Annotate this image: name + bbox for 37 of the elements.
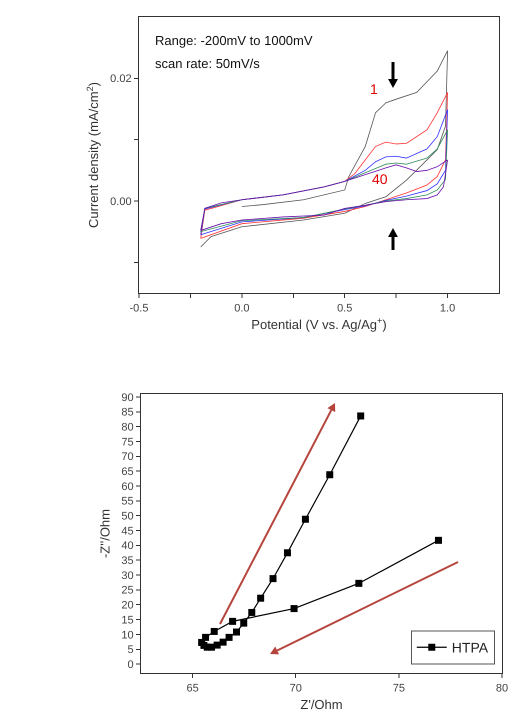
y-tick-label: 10 (121, 629, 134, 642)
y-tick-label: 15 (121, 614, 134, 626)
y-tick-label: 20 (121, 600, 134, 612)
y-tick-label: 65 (121, 466, 134, 478)
x-axis-title: Potential (V vs. Ag/Ag$^{+}$) (251, 315, 387, 332)
y-tick-label: 60 (121, 480, 134, 493)
x-axis-title: Z'/Ohm (300, 696, 343, 712)
y-tick-label: 85 (121, 406, 134, 419)
annotation: scan rate: 50mV/s (155, 56, 260, 71)
y-tick-label: 35 (121, 555, 134, 568)
y-tick-label: 30 (121, 570, 134, 582)
x-tick-label: -0.5 (130, 302, 148, 314)
y-tick-label: 0.02 (110, 73, 132, 86)
y-tick-label: 40 (121, 540, 134, 552)
x-tick-label: 0.0 (234, 302, 250, 314)
annotation: 40 (372, 171, 388, 187)
y-tick-label: 80 (121, 422, 134, 434)
x-tick-label: 75 (392, 682, 405, 694)
x-tick-label: 0.5 (337, 302, 352, 314)
legend-label: HTPA (452, 640, 489, 656)
y-tick-label: 25 (121, 584, 134, 597)
y-tick-label: 0 (127, 658, 134, 671)
y-tick-label: 70 (121, 451, 134, 464)
y-tick-label: 55 (121, 496, 134, 508)
y-tick-label: 90 (121, 392, 134, 404)
y-tick-label: 0.00 (110, 196, 132, 208)
annotation: 1 (370, 81, 378, 97)
x-tick-label: 70 (290, 682, 302, 694)
x-tick-label: 65 (186, 682, 199, 694)
x-tick-label: 80 (496, 682, 508, 694)
y-tick-label: 50 (121, 510, 134, 523)
x-tick-label: 1.0 (440, 302, 456, 314)
y-tick-label: 45 (121, 525, 134, 538)
y-tick-label: 75 (121, 436, 134, 448)
y-axis-title: -Z''/Ohm (97, 508, 112, 558)
y-tick-label: 5 (127, 644, 134, 656)
annotation: Range: -200mV to 1000mV (155, 33, 313, 48)
